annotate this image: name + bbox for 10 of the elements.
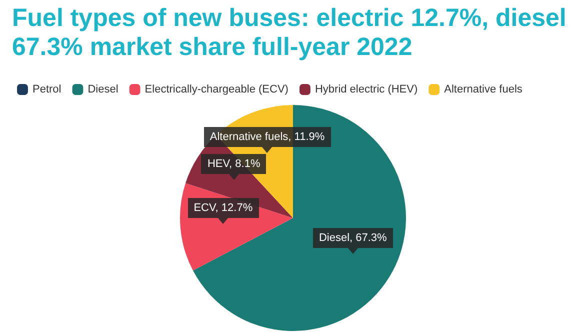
data-label: ECV, 12.7% xyxy=(188,198,259,218)
data-label: HEV, 8.1% xyxy=(201,154,266,174)
data-label: Diesel, 67.3% xyxy=(312,228,393,248)
legend-label: Alternative fuels xyxy=(444,84,523,96)
legend-label: Electrically-chargeable (ECV) xyxy=(144,84,288,96)
data-label: Alternative fuels, 11.9% xyxy=(204,126,331,147)
legend-label: Diesel xyxy=(88,84,118,96)
chart-title: Fuel types of new buses: electric 12.7%, diesel 67.3% market share full-year 2022 xyxy=(12,4,568,62)
legend-label: Petrol xyxy=(32,84,62,96)
legend-label: Hybrid electric (HEV) xyxy=(314,84,418,96)
